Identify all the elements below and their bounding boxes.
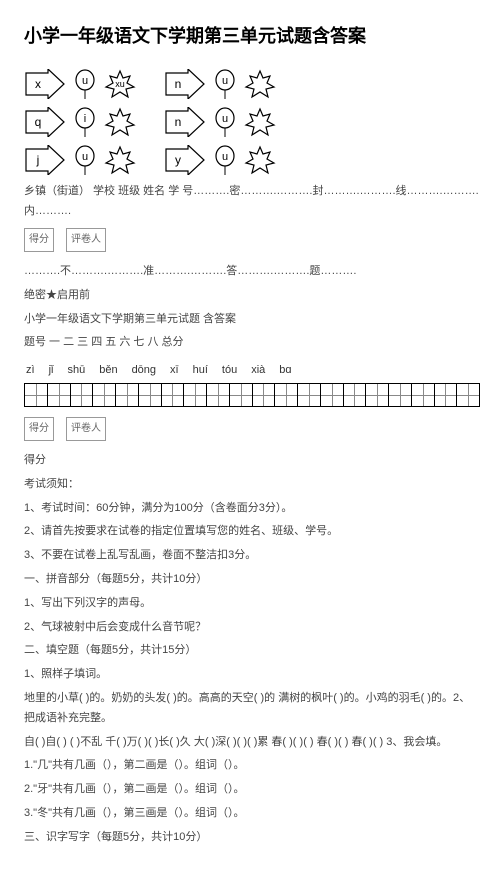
grader-label-2: 评卷人 bbox=[66, 417, 106, 441]
body-line: 3."冬"共有几画（），第三画是（）。组词（）。 bbox=[24, 804, 480, 824]
char-grid bbox=[24, 383, 480, 407]
body-line: 二、填空题（每题5分，共计15分） bbox=[24, 641, 480, 661]
diagram: x u xu n u q i n u j bbox=[24, 66, 480, 178]
char-cell bbox=[115, 383, 139, 407]
body-line: 1、考试时间：60分钟，满分为100分（含卷面分3分）。 bbox=[24, 499, 480, 519]
char-cell bbox=[343, 383, 367, 407]
char-cell bbox=[320, 383, 344, 407]
star-icon: xu bbox=[104, 69, 136, 99]
score-label-2: 得分 bbox=[24, 417, 54, 441]
svg-text:xu: xu bbox=[115, 79, 125, 89]
star-icon bbox=[104, 107, 136, 137]
char-cell bbox=[388, 383, 412, 407]
body-line: 3、不要在试卷上乱写乱画，卷面不整洁扣3分。 bbox=[24, 546, 480, 566]
body-line: 2、请首先按要求在试卷的指定位置填写您的姓名、班级、学号。 bbox=[24, 522, 480, 542]
grader-label: 评卷人 bbox=[66, 228, 106, 252]
svg-text:u: u bbox=[82, 75, 88, 87]
char-cell bbox=[138, 383, 162, 407]
pinyin-item: dōnɡ bbox=[132, 361, 156, 381]
subtitle: 小学一年级语文下学期第三单元试题 含答案 bbox=[24, 310, 480, 330]
char-cell bbox=[456, 383, 480, 407]
char-cell bbox=[274, 383, 298, 407]
balloon-icon: u bbox=[72, 145, 98, 175]
svg-text:u: u bbox=[222, 151, 228, 163]
body-line: 1、写出下列汉字的声母。 bbox=[24, 594, 480, 614]
balloon-icon: u bbox=[212, 107, 238, 137]
body-line: 自( )自( ) ( )不乱 千( )万( )( )长( )久 大( )深( )… bbox=[24, 733, 480, 753]
body-line: 1."几"共有几画（），第二画是（）。组词（）。 bbox=[24, 756, 480, 776]
pinyin-item: xià bbox=[251, 361, 265, 381]
char-cell bbox=[47, 383, 71, 407]
body-line: 1、照样子填词。 bbox=[24, 665, 480, 685]
star-icon bbox=[244, 107, 276, 137]
char-cell bbox=[206, 383, 230, 407]
char-cell bbox=[297, 383, 321, 407]
char-cell bbox=[92, 383, 116, 407]
arrow-icon: y bbox=[164, 145, 206, 175]
char-cell bbox=[411, 383, 435, 407]
pinyin-row: zìjǐshūběndōnɡxīhuítóuxiàbɑ bbox=[26, 361, 480, 381]
char-cell bbox=[70, 383, 94, 407]
char-cell bbox=[24, 383, 48, 407]
page-title: 小学一年级语文下学期第三单元试题含答案 bbox=[24, 20, 480, 52]
svg-text:y: y bbox=[175, 153, 181, 167]
char-cell bbox=[434, 383, 458, 407]
pinyin-item: xī bbox=[170, 361, 179, 381]
body-line: 2、气球被射中后会变成什么音节呢？ bbox=[24, 618, 480, 638]
svg-text:x: x bbox=[35, 77, 41, 91]
balloon-icon: u bbox=[212, 69, 238, 99]
defen: 得分 bbox=[24, 451, 480, 471]
balloon-icon: u bbox=[212, 145, 238, 175]
body-line: 考试须知： bbox=[24, 475, 480, 495]
star-icon bbox=[244, 145, 276, 175]
secret-line: 绝密★启用前 bbox=[24, 286, 480, 306]
char-cell bbox=[161, 383, 185, 407]
svg-text:q: q bbox=[35, 115, 42, 129]
score-box-1: 得分 评卷人 bbox=[24, 228, 480, 252]
info-line: 乡镇（街道） 学校 班级 姓名 学 号……….密……….……….封……….………… bbox=[24, 182, 480, 222]
body-line: 一、拼音部分（每题5分，共计10分） bbox=[24, 570, 480, 590]
score-box-2: 得分 评卷人 bbox=[24, 417, 480, 441]
pinyin-item: bɑ bbox=[279, 361, 291, 381]
score-label: 得分 bbox=[24, 228, 54, 252]
char-cell bbox=[183, 383, 207, 407]
pinyin-item: jǐ bbox=[49, 361, 54, 381]
pinyin-item: huí bbox=[193, 361, 208, 381]
svg-text:i: i bbox=[84, 113, 86, 125]
char-cell bbox=[229, 383, 253, 407]
dash-line: ……….不……….……….准……….……….答……….……….题………. bbox=[24, 262, 480, 282]
pinyin-item: zì bbox=[26, 361, 35, 381]
arrow-icon: q bbox=[24, 107, 66, 137]
body-text: 考试须知： 1、考试时间：60分钟，满分为100分（含卷面分3分）。 2、请首先按要… bbox=[24, 475, 480, 848]
body-line: 2."牙"共有几画（），第二画是（）。组词（）。 bbox=[24, 780, 480, 800]
char-cell bbox=[365, 383, 389, 407]
svg-text:j: j bbox=[36, 153, 40, 167]
body-line: 地里的小草( )的。奶奶的头发( )的。高高的天空( )的 满树的枫叶( )的。… bbox=[24, 689, 480, 729]
svg-text:u: u bbox=[222, 75, 228, 87]
svg-text:n: n bbox=[175, 115, 182, 129]
char-cell bbox=[252, 383, 276, 407]
tihao-line: 题号 一 二 三 四 五 六 七 八 总分 bbox=[24, 333, 480, 353]
svg-text:n: n bbox=[175, 77, 182, 91]
star-icon bbox=[104, 145, 136, 175]
svg-text:u: u bbox=[82, 151, 88, 163]
svg-text:u: u bbox=[222, 113, 228, 125]
balloon-icon: i bbox=[72, 107, 98, 137]
arrow-icon: j bbox=[24, 145, 66, 175]
balloon-icon: u bbox=[72, 69, 98, 99]
arrow-icon: n bbox=[164, 69, 206, 99]
body-line: 三、识字写字（每题5分，共计10分） bbox=[24, 828, 480, 848]
arrow-icon: n bbox=[164, 107, 206, 137]
pinyin-item: shū bbox=[67, 361, 85, 381]
pinyin-item: běn bbox=[99, 361, 117, 381]
star-icon bbox=[244, 69, 276, 99]
pinyin-item: tóu bbox=[222, 361, 237, 381]
arrow-icon: x bbox=[24, 69, 66, 99]
